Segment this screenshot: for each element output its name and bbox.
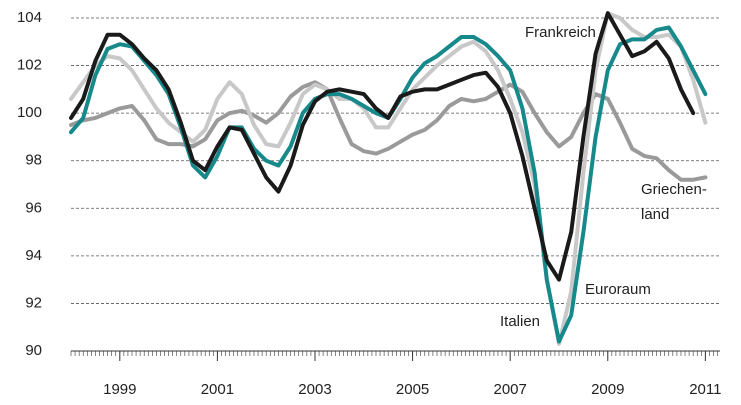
y-tick-label: 102 bbox=[17, 57, 42, 74]
y-tick-label: 94 bbox=[25, 247, 42, 264]
x-tick-label: 2001 bbox=[201, 381, 234, 398]
x-tick-label: 2003 bbox=[298, 381, 331, 398]
series-line bbox=[69, 11, 696, 282]
y-tick-label: 92 bbox=[25, 294, 42, 311]
x-tick-label: 2007 bbox=[493, 381, 526, 398]
grid bbox=[70, 17, 720, 361]
series-label: Italien bbox=[500, 313, 540, 330]
lines bbox=[69, 11, 708, 346]
x-tick-label: 2011 bbox=[689, 381, 721, 398]
y-tick-label: 104 bbox=[17, 9, 42, 26]
series-label: Euroraum bbox=[585, 281, 651, 298]
x-tick-label: 2009 bbox=[591, 381, 624, 398]
series-label: Frankreich bbox=[525, 24, 596, 41]
y-tick-label: 96 bbox=[25, 199, 42, 216]
x-tick-label: 1999 bbox=[103, 381, 136, 398]
series-line bbox=[69, 80, 708, 182]
series-label: Griechen-land bbox=[641, 181, 707, 223]
labels: 90 92 94 96 98 100 102 104 1999 2001 2003 2005 2007 2… bbox=[17, 9, 722, 398]
y-tick-label: 98 bbox=[25, 152, 42, 169]
y-tick-label: 100 bbox=[17, 104, 42, 121]
series-line bbox=[69, 11, 708, 346]
x-tick-label: 2005 bbox=[396, 381, 429, 398]
y-tick-label: 90 bbox=[25, 342, 42, 359]
